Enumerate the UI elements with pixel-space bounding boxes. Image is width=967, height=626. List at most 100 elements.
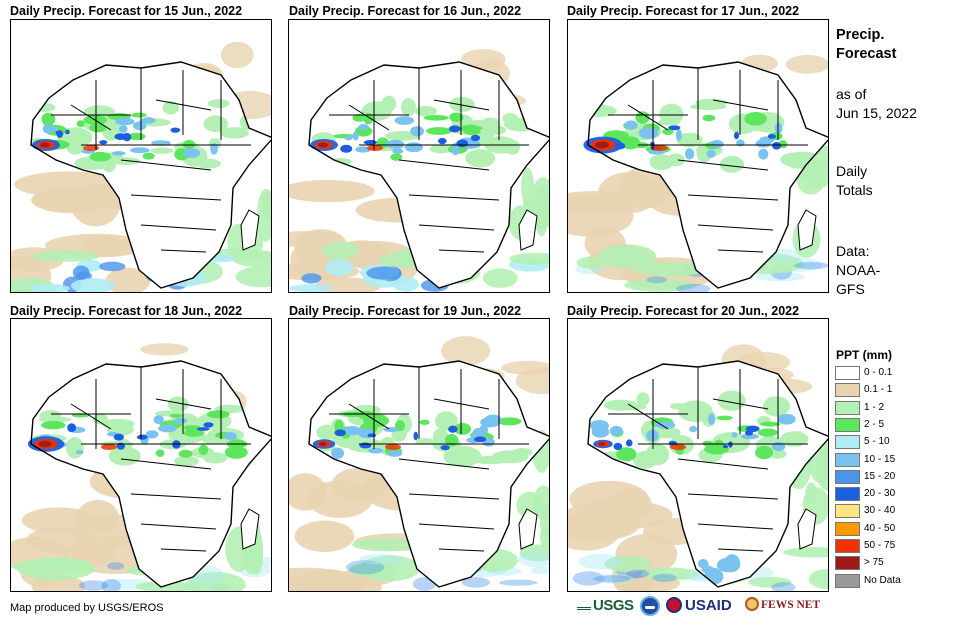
- rain-area: [224, 435, 238, 440]
- rain-area: [626, 569, 650, 578]
- map-canvas: [11, 343, 271, 591]
- rain-area: [706, 149, 716, 158]
- rain-area: [289, 179, 375, 203]
- map-canvas: [289, 336, 549, 591]
- rain-area: [794, 261, 828, 270]
- rain-area: [334, 429, 346, 437]
- rain-area: [14, 171, 124, 198]
- rain-area: [425, 127, 452, 135]
- rain-area: [646, 276, 667, 284]
- rain-area: [367, 145, 383, 151]
- rain-area: [170, 127, 181, 133]
- rain-area: [219, 127, 249, 139]
- rain-area: [390, 153, 403, 161]
- rain-area: [578, 553, 623, 570]
- coastline: [30, 61, 271, 289]
- rain-area: [325, 258, 354, 276]
- rain-area: [346, 560, 385, 575]
- rain-area: [755, 271, 805, 282]
- rain-area: [456, 139, 469, 148]
- rain-area: [760, 421, 781, 427]
- country-borders: [608, 367, 808, 552]
- rain-area: [385, 444, 401, 450]
- rain-area: [72, 265, 90, 280]
- rain-area: [437, 137, 447, 145]
- madagascar: [240, 209, 260, 251]
- rain-area: [101, 578, 121, 591]
- totals-note: Daily Totals: [836, 162, 873, 200]
- rain-area: [771, 441, 786, 452]
- rain-area: [454, 422, 472, 435]
- rain-area: [599, 573, 635, 585]
- rain-area: [502, 113, 519, 124]
- noaa-logo: [640, 596, 660, 616]
- rain-area: [429, 144, 454, 154]
- forecast-map-19-jun: [288, 318, 550, 592]
- rain-area: [76, 499, 119, 535]
- rain-area: [151, 140, 171, 146]
- legend-swatch: [835, 435, 860, 450]
- rain-area: [498, 579, 538, 586]
- rain-area: [140, 343, 189, 356]
- fews-globe-icon: [745, 597, 759, 611]
- rain-area: [777, 413, 796, 425]
- rain-area: [359, 442, 372, 449]
- rain-area: [368, 447, 384, 454]
- rain-area: [785, 55, 828, 74]
- rain-area: [744, 112, 767, 126]
- rain-area: [415, 105, 437, 117]
- rain-area: [589, 419, 609, 432]
- rain-area: [763, 396, 786, 416]
- rain-area: [40, 142, 50, 148]
- rain-area: [385, 139, 405, 149]
- rain-area: [41, 112, 56, 126]
- rain-area: [352, 131, 359, 141]
- rain-area: [709, 140, 724, 148]
- rain-area: [675, 129, 682, 141]
- rain-belt: [316, 404, 533, 467]
- rain-area: [689, 103, 727, 110]
- rain-area: [598, 442, 606, 446]
- legend-label: 10 - 15: [864, 453, 896, 465]
- rain-area: [432, 428, 449, 445]
- rain-area: [113, 433, 124, 441]
- rain-area: [470, 134, 481, 142]
- rain-area: [479, 424, 489, 435]
- legend-swatch: [835, 556, 860, 571]
- rain-area: [448, 425, 458, 433]
- rain-area: [588, 157, 614, 173]
- rain-area: [685, 148, 695, 160]
- rain-area: [474, 436, 487, 443]
- rain-area: [89, 123, 107, 133]
- usaid-logo: USAID: [666, 597, 732, 614]
- coastline: [587, 360, 828, 588]
- rain-area: [519, 544, 549, 562]
- rain-area: [625, 439, 633, 447]
- rain-area: [366, 266, 402, 280]
- rain-area: [196, 427, 210, 431]
- rain-area: [659, 103, 684, 125]
- data-source-line3: GFS: [836, 281, 865, 297]
- rain-area: [173, 417, 188, 424]
- legend-label: 40 - 50: [864, 522, 896, 534]
- country-borders: [51, 367, 251, 552]
- rain-area: [195, 158, 222, 169]
- usgs-wave-icon: [577, 597, 591, 610]
- rain-area: [115, 117, 135, 126]
- rain-area: [78, 580, 108, 591]
- rain-area: [42, 124, 54, 134]
- country-borders: [329, 367, 529, 552]
- rain-area: [451, 143, 460, 156]
- rain-area: [652, 426, 681, 439]
- rain-area: [38, 440, 52, 448]
- legend-swatch: [835, 400, 860, 415]
- madagascar: [797, 209, 817, 251]
- rain-area: [118, 125, 128, 133]
- rain-area: [676, 132, 703, 148]
- rain-area: [771, 142, 782, 150]
- rain-area: [401, 97, 416, 117]
- rain-area: [662, 128, 674, 135]
- rain-area: [517, 552, 549, 568]
- rain-area: [358, 562, 397, 578]
- as-of-label: as of: [836, 86, 867, 102]
